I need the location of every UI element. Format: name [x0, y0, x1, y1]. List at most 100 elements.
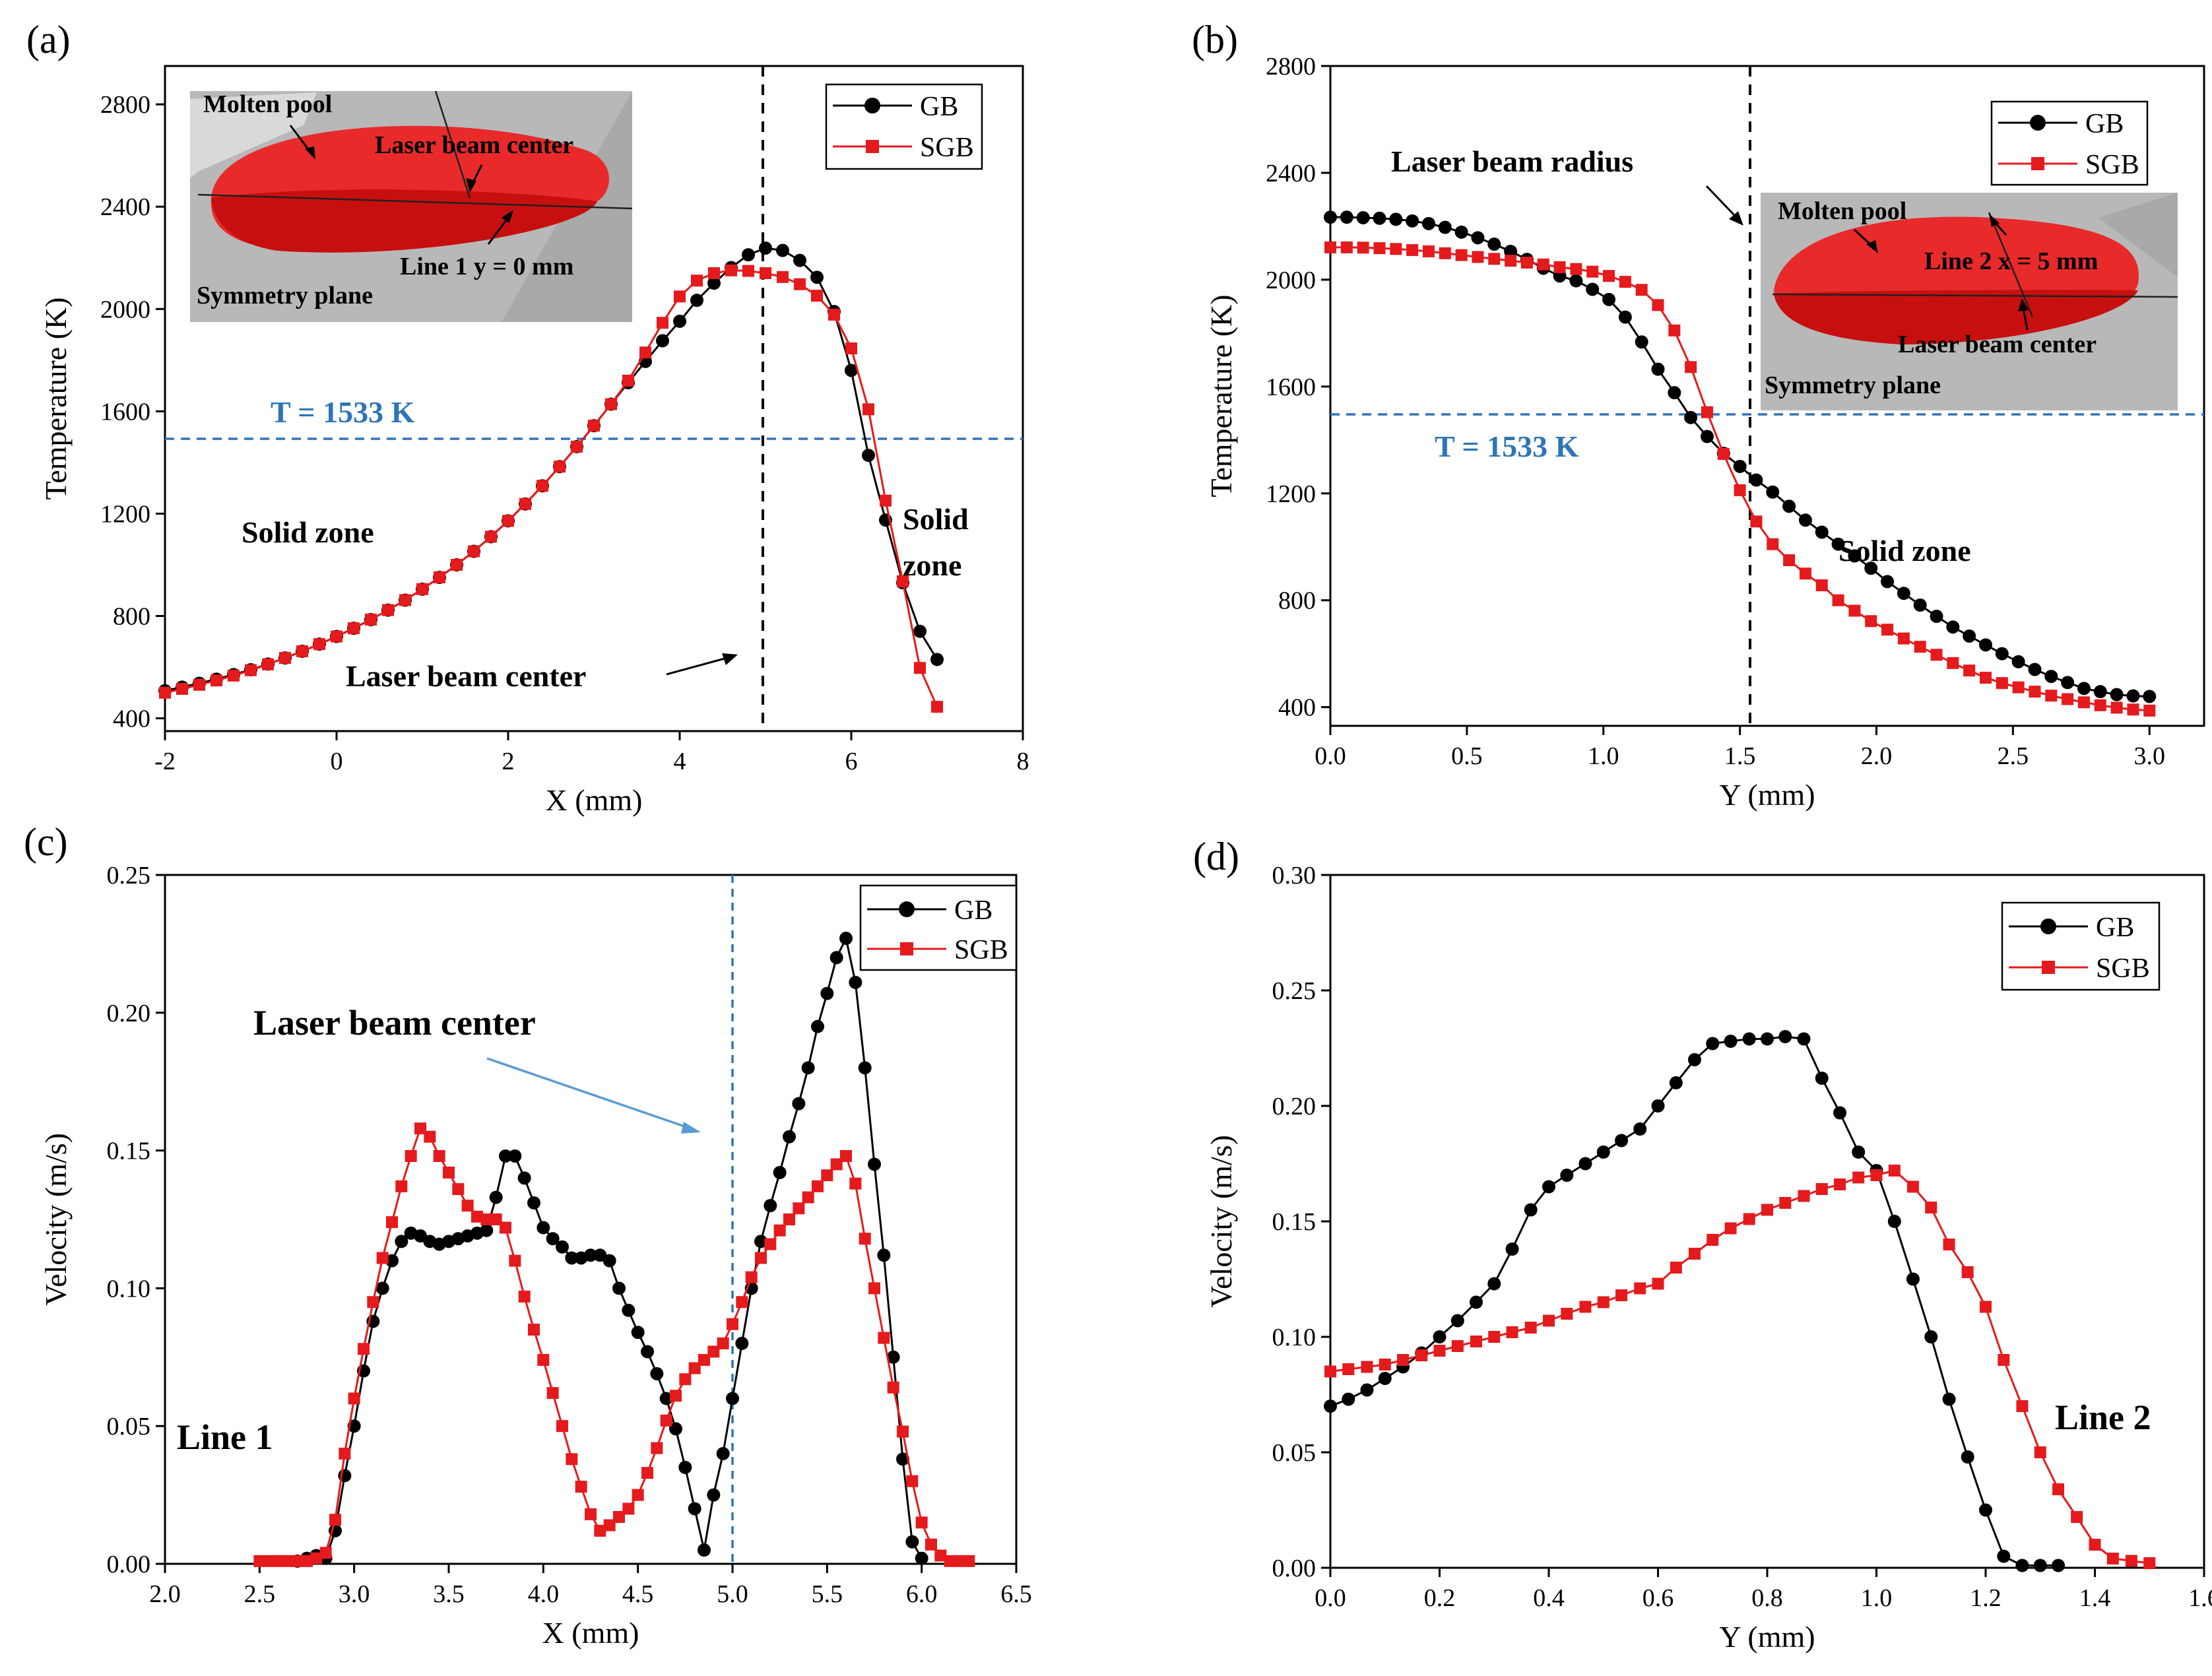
data-point [228, 669, 240, 682]
data-point [849, 975, 862, 989]
data-point [263, 1555, 275, 1567]
data-point [282, 1555, 294, 1567]
y-tick-label: 0.20 [1272, 1093, 1317, 1120]
annotation-line-2: Line 2 [2055, 1398, 2151, 1437]
data-point [502, 515, 514, 527]
x-tick-label: 0.8 [1751, 1584, 1783, 1612]
x-tick-label: 4.0 [528, 1580, 560, 1608]
data-point [1833, 1106, 1847, 1120]
data-point [395, 1180, 408, 1192]
data-point [395, 1235, 408, 1248]
data-point [517, 1171, 531, 1185]
x-tick-label: 2 [502, 748, 515, 775]
data-point [877, 1248, 891, 1262]
data-point [2094, 699, 2106, 711]
x-tick-label: 1.2 [1970, 1584, 2001, 1612]
data-point [1668, 324, 1681, 337]
legend: GB SGB [1990, 100, 2149, 186]
data-point [605, 398, 617, 410]
data-point [1505, 255, 1517, 267]
data-point [1451, 1340, 1464, 1352]
data-point [896, 1452, 909, 1466]
data-point [1724, 1222, 1737, 1235]
beam-center-arrow [486, 1057, 687, 1128]
data-point [688, 1362, 701, 1374]
data-point [1635, 284, 1648, 296]
data-point [1865, 615, 1877, 628]
x-tick-label: 1.6 [2188, 1584, 2212, 1612]
inset-symmetry-label: Symmetry plane [197, 282, 373, 309]
beam-center-arrow [666, 657, 725, 676]
series-sgb [253, 1122, 975, 1567]
data-point [1433, 1330, 1447, 1343]
data-point [1586, 282, 1600, 296]
y-tick-label: 1200 [1266, 480, 1316, 508]
x-tick-label: 5.0 [717, 1580, 748, 1608]
data-point [690, 294, 703, 307]
annotation-solid-zone: Solid zone [1838, 534, 1971, 567]
data-point [1324, 210, 1337, 224]
data-point [2077, 682, 2091, 695]
data-point [1906, 1180, 1919, 1193]
plot-frame [164, 65, 1024, 732]
data-point [717, 1337, 729, 1349]
data-point [2089, 1539, 2101, 1551]
data-point [735, 1336, 749, 1350]
x-tick-label: 6.0 [906, 1580, 938, 1608]
data-point [839, 932, 853, 946]
y-tick-label: 2000 [100, 296, 150, 323]
data-point [915, 1516, 928, 1529]
legend: GB SGB [2001, 901, 2161, 991]
data-point [657, 317, 668, 329]
y-tick-label: 2800 [100, 91, 150, 119]
panel-letter: (c) [24, 820, 68, 864]
legend-label-sgb: SGB [2096, 953, 2150, 984]
data-point [1961, 1450, 1974, 1464]
data-point [2071, 1511, 2083, 1523]
data-point [1579, 1301, 1592, 1313]
data-point [963, 1555, 975, 1567]
data-point [1925, 1202, 1937, 1213]
data-point [1537, 258, 1549, 271]
y-tick-label: 0.05 [1272, 1439, 1317, 1467]
data-point [810, 271, 824, 284]
x-tick-label: 2.5 [244, 1580, 276, 1608]
data-point [755, 1252, 767, 1264]
data-point [1688, 1248, 1701, 1260]
x-tick-label: 4 [674, 748, 686, 775]
data-point [375, 1281, 389, 1295]
data-point [1742, 1032, 1756, 1046]
x-tick-label: 2.0 [149, 1580, 181, 1608]
data-point [1361, 1361, 1373, 1373]
data-point [193, 678, 205, 691]
y-tick-label: 1600 [100, 398, 150, 426]
data-point [1487, 238, 1501, 251]
inset-beam-center-label: Laser beam center [1898, 331, 2097, 358]
data-point [830, 1158, 843, 1171]
y-tick-label: 2800 [1266, 53, 1316, 81]
y-tick-label: 0.10 [1272, 1324, 1317, 1351]
data-point [1615, 1134, 1629, 1147]
data-point [1930, 610, 1943, 624]
data-point [571, 440, 583, 453]
data-point [887, 1381, 899, 1394]
data-point [310, 1552, 323, 1564]
data-point [433, 1149, 445, 1162]
data-point [2093, 685, 2107, 699]
data-point [1373, 242, 1386, 255]
y-tick-label: 800 [113, 603, 150, 631]
data-point [594, 1524, 606, 1537]
data-point [1963, 664, 1976, 677]
data-point [2110, 701, 2123, 714]
y-tick-label: 0.05 [107, 1413, 151, 1440]
x-tick-label: 4.5 [622, 1580, 654, 1608]
y-tick-label: 0.15 [107, 1138, 151, 1165]
data-point [622, 374, 634, 387]
data-point [759, 242, 772, 255]
data-point [1749, 473, 1763, 487]
data-point [1864, 562, 1878, 575]
data-point [1779, 1197, 1792, 1209]
data-point [1455, 249, 1468, 261]
x-tick-label: 1.0 [1588, 742, 1619, 770]
inset-symmetry-label: Symmetry plane [1765, 371, 1941, 399]
